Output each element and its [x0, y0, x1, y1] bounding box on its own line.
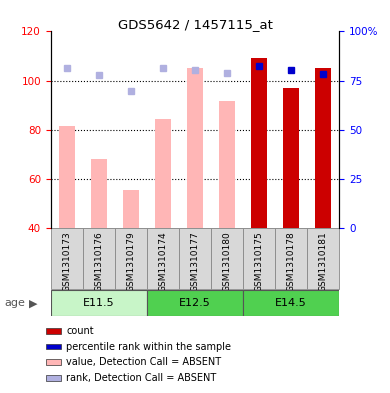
- Text: count: count: [66, 326, 94, 336]
- FancyBboxPatch shape: [243, 228, 275, 289]
- Bar: [283, 88, 299, 228]
- Bar: [187, 68, 203, 228]
- Text: GSM1310177: GSM1310177: [190, 231, 200, 292]
- Bar: [46, 359, 61, 365]
- Bar: [123, 190, 139, 228]
- Text: GSM1310180: GSM1310180: [223, 231, 232, 292]
- Text: GDS5642 / 1457115_at: GDS5642 / 1457115_at: [117, 18, 273, 31]
- Text: ▶: ▶: [29, 298, 38, 309]
- Text: GSM1310175: GSM1310175: [255, 231, 264, 292]
- Text: GSM1310173: GSM1310173: [62, 231, 71, 292]
- Text: value, Detection Call = ABSENT: value, Detection Call = ABSENT: [66, 357, 222, 367]
- FancyBboxPatch shape: [275, 228, 307, 289]
- FancyBboxPatch shape: [115, 228, 147, 289]
- FancyBboxPatch shape: [179, 228, 211, 289]
- Text: GSM1310181: GSM1310181: [319, 231, 328, 292]
- Text: rank, Detection Call = ABSENT: rank, Detection Call = ABSENT: [66, 373, 217, 383]
- Bar: [155, 119, 171, 228]
- Text: age: age: [4, 298, 25, 309]
- Text: GSM1310174: GSM1310174: [158, 231, 167, 292]
- Bar: [46, 375, 61, 380]
- Bar: [46, 328, 61, 334]
- Text: percentile rank within the sample: percentile rank within the sample: [66, 342, 231, 352]
- Bar: [251, 59, 267, 228]
- Text: E14.5: E14.5: [275, 298, 307, 308]
- FancyBboxPatch shape: [51, 290, 147, 316]
- FancyBboxPatch shape: [307, 228, 339, 289]
- FancyBboxPatch shape: [51, 228, 83, 289]
- Bar: [46, 344, 61, 349]
- FancyBboxPatch shape: [211, 228, 243, 289]
- FancyBboxPatch shape: [83, 228, 115, 289]
- Bar: [91, 159, 107, 228]
- Text: GSM1310178: GSM1310178: [287, 231, 296, 292]
- FancyBboxPatch shape: [243, 290, 339, 316]
- Bar: [219, 101, 235, 228]
- FancyBboxPatch shape: [147, 228, 179, 289]
- Bar: [315, 68, 331, 228]
- Text: E12.5: E12.5: [179, 298, 211, 308]
- Text: E11.5: E11.5: [83, 298, 115, 308]
- Text: GSM1310179: GSM1310179: [126, 231, 135, 292]
- Text: GSM1310176: GSM1310176: [94, 231, 103, 292]
- FancyBboxPatch shape: [147, 290, 243, 316]
- Bar: [59, 126, 75, 228]
